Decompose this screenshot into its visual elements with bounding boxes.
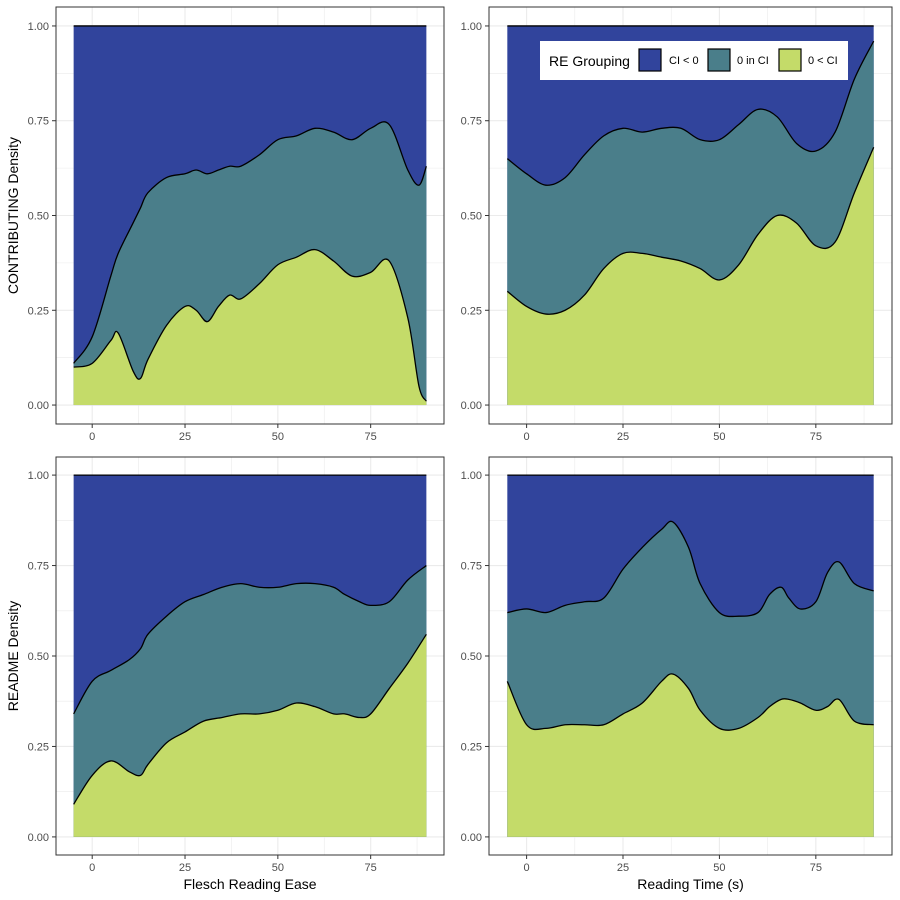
x-tick-label: 75	[365, 862, 377, 874]
y-tick-label: 0.25	[461, 305, 482, 317]
upper-boundary-line	[73, 121, 427, 364]
panel-contributing-reading-time: 0.00 0.25 0.50 0.75 1.00 0 25 50 75	[461, 6, 893, 443]
y-tick-label: 0.25	[28, 305, 49, 317]
upper-boundary-line	[507, 520, 874, 618]
x-tick-label: 75	[810, 431, 822, 443]
x-tick-label: 25	[617, 431, 629, 443]
legend-key	[778, 48, 802, 72]
y-tick-label: 0.00	[28, 400, 49, 412]
upper-boundary-line	[506, 40, 875, 186]
x-tick-label: 0	[524, 431, 530, 443]
y-tick-label: 0.00	[461, 832, 482, 844]
x-tick-label: 50	[713, 862, 725, 874]
panel-readme-reading-time: 0.00 0.25 0.50 0.75 1.00 0 25 50 75 Reading Time …	[461, 456, 893, 892]
legend-title: RE Grouping	[549, 53, 630, 69]
y-tick-label: 1.00	[461, 470, 482, 482]
x-tick-label: 50	[713, 431, 725, 443]
lower-boundary-line	[73, 633, 427, 805]
legend-key	[707, 48, 731, 72]
x-axis-title: Flesch Reading Ease	[183, 876, 316, 892]
y-tick-label: 0.50	[28, 651, 49, 663]
x-tick-label: 0	[524, 862, 530, 874]
area-ci-above-zero	[507, 673, 874, 837]
x-tick-label: 25	[179, 431, 191, 443]
y-tick-label: 0.25	[28, 741, 49, 753]
y-tick-label: 0.75	[461, 561, 482, 573]
y-tick-label: 0.50	[28, 211, 49, 223]
area-ci-above-zero	[507, 147, 874, 406]
x-tick-label: 25	[179, 862, 191, 874]
y-tick-label: 0.50	[461, 651, 482, 663]
legend-label: CI < 0	[669, 55, 699, 67]
lower-boundary-line	[506, 673, 874, 731]
x-tick-label: 0	[89, 431, 95, 443]
y-tick-label: 1.00	[28, 470, 49, 482]
panel-contributing-flesch: 0.00 0.25 0.50 0.75 1.00 0 25 50 75 CONTRIBUTING …	[5, 6, 445, 443]
y-tick-label: 0.00	[461, 400, 482, 412]
y-tick-label: 0.75	[28, 561, 49, 573]
y-tick-label: 0.25	[461, 741, 482, 753]
lower-boundary-line	[506, 147, 875, 315]
x-tick-label: 75	[365, 431, 377, 443]
panel-readme-flesch: 0.00 0.25 0.50 0.75 1.00 0 25 50 75 README Densit…	[5, 456, 445, 892]
upper-boundary-line	[73, 565, 427, 715]
x-tick-label: 25	[617, 862, 629, 874]
lower-boundary-line	[73, 248, 427, 402]
x-tick-label: 75	[810, 862, 822, 874]
area-ci-above-zero	[73, 634, 427, 837]
x-axis-title: Reading Time (s)	[637, 876, 744, 892]
x-tick-label: 0	[89, 862, 95, 874]
y-tick-label: 0.00	[28, 832, 49, 844]
panels-layer: 0.00 0.25 0.50 0.75 1.00 0 25 50 75 CONTRIBUTING …	[5, 6, 893, 892]
y-tick-label: 0.50	[461, 211, 482, 223]
y-axis-title: README Density	[5, 601, 21, 711]
legend-label: 0 < CI	[808, 55, 838, 67]
y-axis-title: CONTRIBUTING Density	[5, 137, 21, 294]
y-tick-label: 0.75	[461, 116, 482, 128]
legend-key	[638, 48, 662, 72]
x-tick-label: 50	[272, 431, 284, 443]
y-tick-label: 1.00	[28, 21, 49, 33]
x-tick-label: 50	[272, 862, 284, 874]
legend-label: 0 in CI	[737, 55, 769, 67]
legend: RE Grouping CI < 0 0 in CI 0 < CI	[540, 41, 848, 80]
area-ci-above-zero	[73, 249, 427, 406]
y-tick-label: 1.00	[461, 21, 482, 33]
y-tick-label: 0.75	[28, 116, 49, 128]
